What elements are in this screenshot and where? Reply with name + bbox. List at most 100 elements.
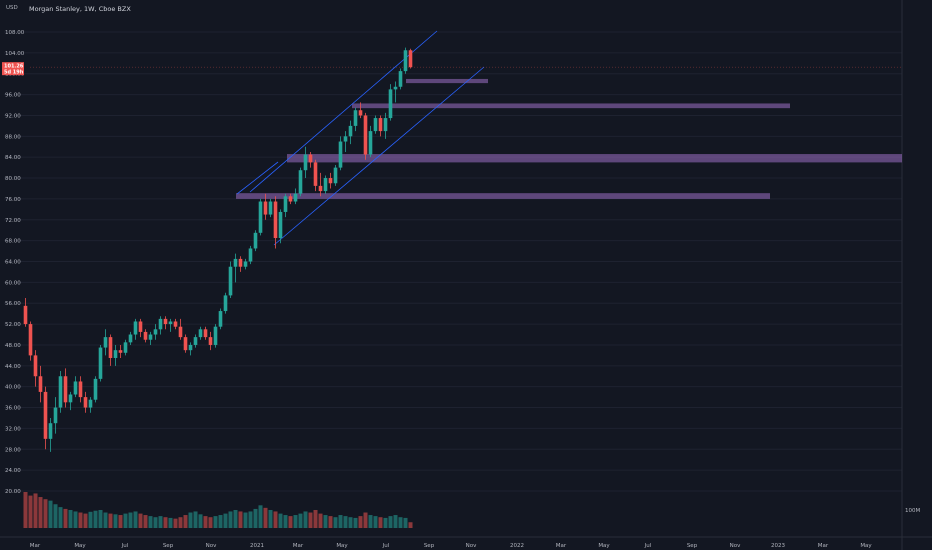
candle-body [348,125,353,137]
support-resistance-zones[interactable] [236,78,902,199]
candle-body [88,399,93,408]
candle-body [63,376,68,403]
candle-body [363,115,368,155]
volume-bar [123,513,128,528]
price-tag-countdown: 5d 19h [4,70,24,76]
x-tick-label: May [860,543,872,549]
volume-bar [393,515,398,528]
volume-bar [78,512,83,528]
volume-bar [168,517,173,528]
candle-body [258,201,263,233]
volume-bar [43,499,48,528]
volume-bar [213,516,218,528]
candle-body [153,329,158,335]
candle-body [183,337,188,351]
candle-body [263,201,268,215]
volume-bar [398,517,403,528]
time-axis[interactable]: Mar May Jul Sep Nov 2021 Mar May Jul Sep Nov 2022 Ma… [30,543,873,549]
candle-body [208,337,213,345]
candle-body [308,154,313,163]
volume-bar [143,515,148,528]
y-tick-label: 60.00 [5,280,21,286]
y-tick-label: 48.00 [5,343,21,349]
candle-body [353,110,358,126]
volume-bar [108,513,113,528]
volume-bar [183,515,188,528]
y-tick-label: 76.00 [5,197,21,203]
volume-bar [28,495,33,528]
x-tick-label: May [598,543,610,549]
candle-body [283,196,288,212]
volume-bar [278,513,283,528]
candle-body [233,258,238,267]
volume-bar [178,517,183,528]
price-tag-value: 101.26 [4,64,24,70]
candle-body [243,261,248,267]
candle-body [188,344,193,351]
volume-bar [88,511,93,528]
volume-bar [248,511,253,528]
price-zone [287,154,902,163]
volume-bar [228,511,233,528]
candle-body [178,326,183,338]
candle-body [138,321,143,332]
x-tick-label: Mar [30,543,41,549]
x-tick-label: Sep [424,543,435,549]
volume-bar [103,512,108,528]
candle-body [28,324,33,356]
candle-body [408,50,413,68]
candle-body [143,331,148,340]
candle-body [273,201,278,239]
volume-bar [403,517,408,528]
volume-bar [173,518,178,528]
volume-bar [223,513,228,528]
volume-bar [283,515,288,528]
candle-body [288,196,293,202]
volume-bar [253,508,258,528]
price-axis[interactable]: 20.00 24.00 28.00 32.00 36.00 40.00 44.00 48.00… [5,30,25,495]
price-zone [352,103,790,109]
volume-bar [328,516,333,528]
volume-bar [98,510,103,528]
y-tick-label: 84.00 [5,155,21,161]
x-tick-label: 2021 [250,543,264,549]
volume-bar [303,511,308,528]
candle-body [238,258,243,267]
volume-bar [83,513,88,528]
y-tick-label: 80.00 [5,176,21,182]
candlesticks [23,47,413,452]
candle-body [393,86,398,90]
y-tick-label: 20.00 [5,489,21,495]
volume-bar [293,515,298,528]
y-tick-label: 32.00 [5,426,21,432]
volume-bar [273,511,278,528]
x-tick-label: Nov [466,543,477,549]
candle-body [298,170,303,194]
x-tick-label: 2022 [510,543,524,549]
candle-body [323,178,328,192]
volume-bar [128,512,133,528]
x-tick-label: 2023 [771,543,785,549]
volume-bar [158,516,163,528]
volume-bar [163,517,168,528]
volume-bar [263,507,268,528]
price-zone [236,193,770,199]
volume-bar [373,516,378,528]
candle-body [218,311,223,327]
volume-bar [313,510,318,528]
x-tick-label: Mar [818,543,829,549]
volume-bar [23,492,28,528]
volume-bar [308,512,313,528]
price-tag-bg [2,62,24,76]
candle-body [373,118,378,132]
candle-body [168,321,173,325]
candle-body [38,376,43,392]
volume-bar [348,517,353,528]
volume-bar [363,512,368,528]
volume-bar [193,511,198,528]
candle-body [78,381,83,398]
volume-bar [198,514,203,528]
x-tick-label: May [336,543,348,549]
volume-bar [233,510,238,528]
